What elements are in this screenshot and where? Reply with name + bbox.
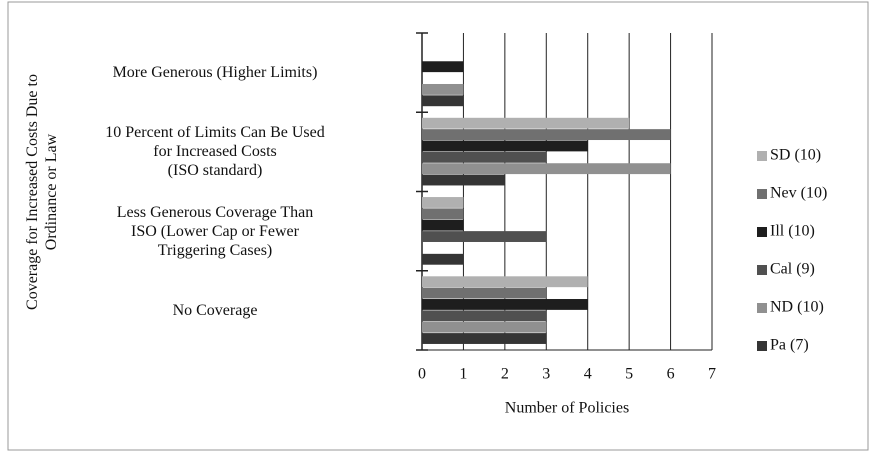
legend-swatch xyxy=(757,341,767,351)
bar xyxy=(422,117,630,129)
x-tick-label: 5 xyxy=(625,366,633,383)
category-label: More Generous (Higher Limits) xyxy=(112,64,318,82)
bar xyxy=(422,151,547,163)
category-label: 10 Percent of Limits Can Be Used for Inc… xyxy=(105,124,325,180)
category-label: No Coverage xyxy=(172,301,258,319)
legend-label: ND (10) xyxy=(770,299,824,316)
legend-swatch xyxy=(757,151,767,161)
x-tick-label: 2 xyxy=(501,366,509,383)
bar xyxy=(422,276,588,288)
bar xyxy=(422,321,547,333)
bar xyxy=(422,310,547,322)
category-label-text: More Generous (Higher Limits) xyxy=(112,64,318,82)
bar xyxy=(422,197,464,208)
bar xyxy=(422,83,464,95)
bar xyxy=(422,208,464,220)
bar xyxy=(422,129,671,141)
x-axis-title: Number of Policies xyxy=(505,400,629,417)
bar xyxy=(422,231,547,242)
legend-label: Nev (10) xyxy=(770,185,827,202)
legend-swatch xyxy=(757,265,767,275)
legend-label: SD (10) xyxy=(770,147,821,164)
bar xyxy=(422,95,464,107)
legend-swatch xyxy=(757,189,767,199)
y-axis-title: Coverage for Increased Costs Due to Ordi… xyxy=(24,74,60,310)
bar xyxy=(422,287,547,299)
frame xyxy=(7,1,869,451)
category-label-text: Less Generous Coverage Than ISO (Lower C… xyxy=(116,203,314,259)
category-label: Less Generous Coverage Than ISO (Lower C… xyxy=(116,203,314,259)
category-label-text: No Coverage xyxy=(172,301,258,319)
x-tick-label: 1 xyxy=(459,366,467,383)
x-tick-label: 4 xyxy=(584,366,592,383)
y-axis-title-text: Coverage for Increased Costs Due to Ordi… xyxy=(24,74,60,310)
legend-swatch xyxy=(757,303,767,313)
bar xyxy=(422,163,671,175)
bar xyxy=(422,140,588,152)
bar xyxy=(422,174,505,186)
legend-label: Cal (9) xyxy=(770,261,815,278)
x-tick-label: 3 xyxy=(542,366,550,383)
legend-label: Ill (10) xyxy=(770,223,815,240)
bar xyxy=(422,61,464,73)
legend-label: Pa (7) xyxy=(770,337,809,354)
legend-swatch xyxy=(757,227,767,237)
bar xyxy=(422,219,464,231)
bar xyxy=(422,253,464,265)
bar xyxy=(422,333,547,344)
x-tick-label: 6 xyxy=(667,366,675,383)
x-tick-label: 7 xyxy=(708,366,716,383)
bar xyxy=(422,299,588,310)
category-label-text: 10 Percent of Limits Can Be Used for Inc… xyxy=(105,124,325,180)
x-tick-label: 0 xyxy=(418,366,426,383)
